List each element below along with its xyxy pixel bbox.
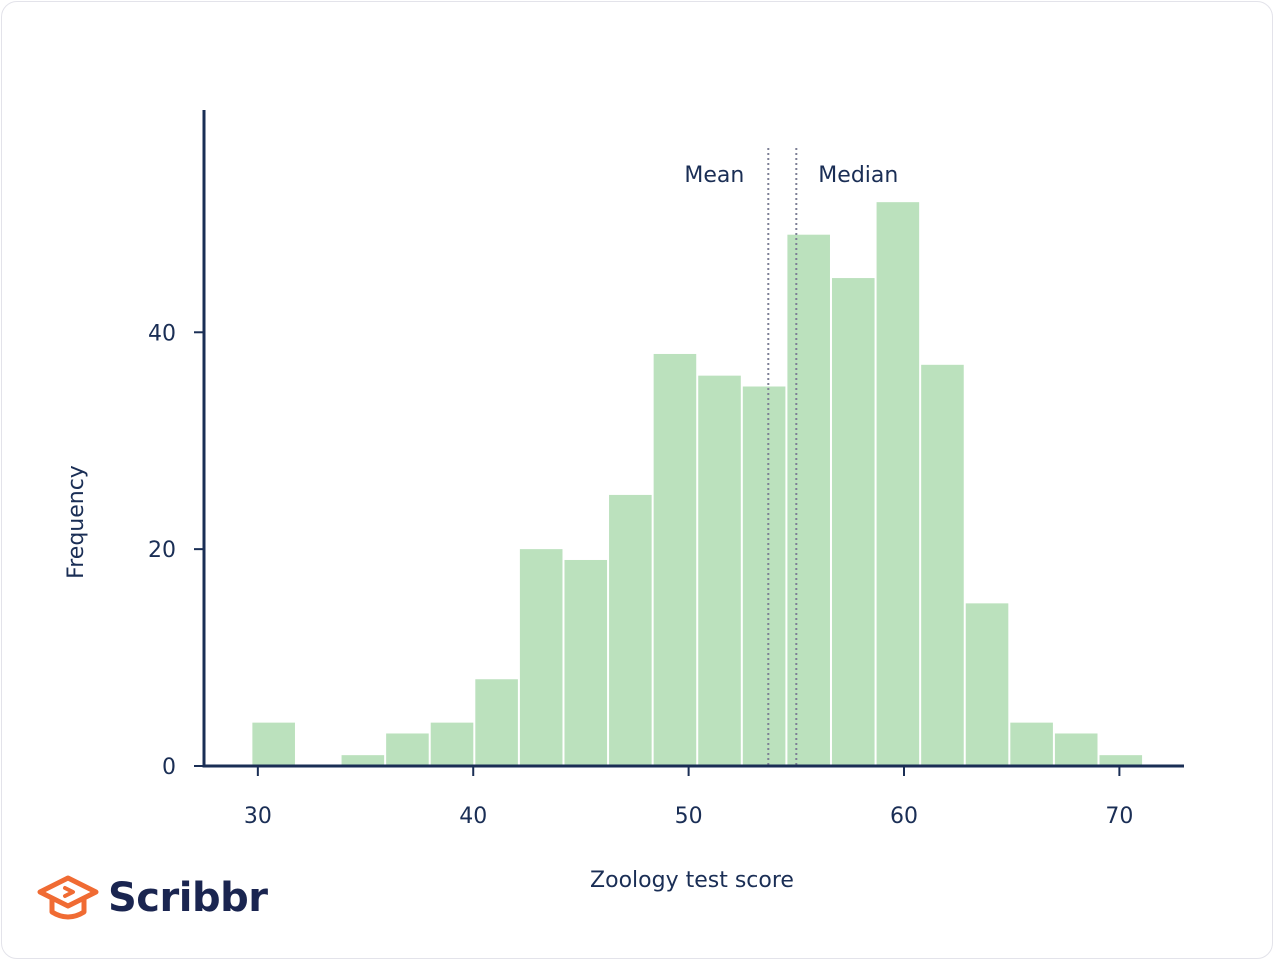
histogram-bar xyxy=(965,603,1009,766)
x-ticks-group: 30 40 50 60 70 xyxy=(244,766,1133,829)
histogram-bar xyxy=(609,494,652,766)
y-ticks-group: 0 20 40 xyxy=(148,321,204,780)
x-tick-label: 70 xyxy=(1105,804,1133,829)
histogram-bar xyxy=(1099,755,1143,766)
y-tick-label: 0 xyxy=(162,755,176,780)
bars-group xyxy=(252,202,1143,766)
x-axis-title: Zoology test score xyxy=(590,868,794,893)
scribbr-logo: Scribbr xyxy=(36,868,268,928)
markers-group: Mean Median xyxy=(684,148,898,766)
histogram-bar xyxy=(876,202,920,766)
histogram-bar xyxy=(475,679,518,766)
axes-group xyxy=(202,110,1184,768)
y-tick-label: 20 xyxy=(148,538,176,563)
histogram-bar xyxy=(787,234,830,766)
y-tick-label: 40 xyxy=(148,321,176,346)
histogram-bar xyxy=(921,364,964,766)
histogram-bar xyxy=(1054,733,1098,766)
histogram-bar xyxy=(653,353,697,766)
histogram-bar xyxy=(742,386,786,766)
histogram-bar xyxy=(564,559,608,766)
histogram-bar xyxy=(252,722,295,766)
histogram-bar xyxy=(1010,722,1053,766)
graduation-cap-icon xyxy=(37,875,99,920)
x-tick-label: 60 xyxy=(890,804,918,829)
histogram-bar xyxy=(430,722,474,766)
median-label: Median xyxy=(818,163,898,188)
histogram-bar xyxy=(698,375,741,766)
histogram-bar xyxy=(519,549,563,766)
x-tick-label: 50 xyxy=(675,804,703,829)
brand-name: Scribbr xyxy=(108,875,268,921)
mean-label: Mean xyxy=(684,163,744,188)
histogram-bar xyxy=(831,278,875,766)
y-axis-title: Frequency xyxy=(64,465,89,579)
histogram-bar xyxy=(386,733,429,766)
histogram-bar xyxy=(341,755,385,766)
x-tick-label: 40 xyxy=(459,804,487,829)
x-tick-label: 30 xyxy=(244,804,272,829)
